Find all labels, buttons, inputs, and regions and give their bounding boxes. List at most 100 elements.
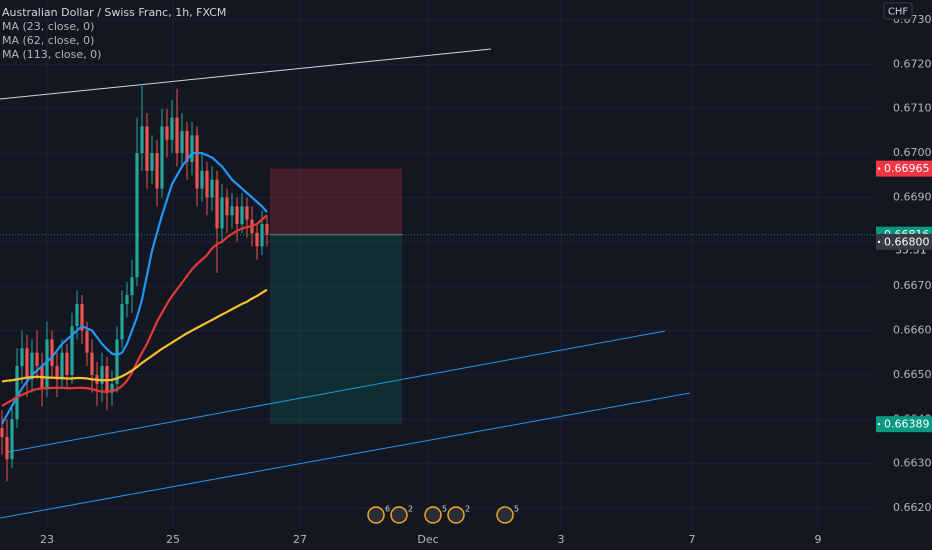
event-icon[interactable] — [496, 506, 514, 524]
x-tick-label: 9 — [815, 533, 822, 546]
candle-body — [20, 348, 24, 367]
candle-body — [155, 153, 159, 189]
candle-body — [25, 348, 29, 380]
candle-body — [160, 126, 164, 189]
event-count[interactable]: 6 — [385, 505, 390, 514]
candle-body — [110, 383, 114, 393]
x-tick-label: 25 — [166, 533, 180, 546]
event-count[interactable]: 5 — [442, 505, 447, 514]
x-tick-label: 7 — [689, 533, 696, 546]
candle-body — [50, 339, 54, 367]
price-label-dot — [877, 167, 881, 170]
currency-box[interactable] — [883, 2, 913, 20]
y-tick-label: 0.66200 — [893, 501, 932, 514]
candle-body — [180, 130, 184, 154]
price-axis — [876, 0, 932, 528]
x-tick-label: 27 — [293, 533, 307, 546]
candle-body — [120, 303, 124, 340]
plot — [0, 84, 876, 482]
candle-body — [115, 339, 119, 384]
legend-entry[interactable]: MA (62, close, 0) — [2, 34, 94, 47]
candle-body — [80, 303, 84, 331]
candle-body — [5, 437, 9, 460]
candle-body — [35, 352, 39, 367]
candle-body — [210, 179, 214, 198]
event-count[interactable]: 5 — [514, 505, 519, 514]
target-zone — [270, 234, 402, 425]
event-icon[interactable] — [447, 506, 465, 524]
drawings — [0, 48, 691, 519]
candle-body — [215, 179, 219, 229]
candle-body — [265, 224, 269, 235]
candle-body — [85, 330, 89, 353]
event-icon[interactable] — [367, 506, 385, 524]
candle-body — [150, 153, 154, 171]
candle-body — [260, 224, 264, 247]
candle-body — [15, 366, 19, 420]
candle-body — [245, 206, 249, 220]
candle-body — [255, 232, 259, 247]
candle-body — [205, 170, 209, 198]
price-label-box — [876, 233, 932, 250]
ma-line — [1, 288, 268, 383]
candle-body — [200, 170, 204, 189]
stop-zone — [270, 168, 402, 235]
price-label-box — [876, 416, 932, 433]
candle-body — [235, 206, 239, 225]
price-label-box — [876, 160, 932, 177]
candle-body — [135, 153, 139, 278]
x-tick-label: 23 — [40, 533, 54, 546]
candle-body — [100, 366, 104, 384]
price-label: 0.66800 — [884, 235, 930, 248]
x-tick-label: Dec — [417, 533, 438, 546]
candle-body — [125, 295, 129, 304]
candle-body — [185, 130, 189, 162]
trend-line — [0, 48, 492, 100]
candle-body — [170, 117, 174, 140]
price-label-dot — [877, 240, 881, 244]
candle-body — [195, 135, 199, 189]
event-icon[interactable] — [424, 506, 442, 524]
price-label: 0.66389 — [884, 418, 930, 431]
event-count[interactable]: 2 — [408, 505, 413, 514]
legend-entry[interactable]: MA (23, close, 0) — [2, 20, 94, 33]
candle-body — [60, 352, 64, 380]
event-icon[interactable] — [390, 506, 408, 524]
candle-body — [240, 206, 244, 225]
currency[interactable]: CHF — [888, 7, 909, 18]
ma-line — [1, 151, 268, 425]
x-tick-label: 3 — [558, 533, 565, 546]
candle-body — [225, 197, 229, 216]
chart-title: Australian Dollar / Swiss Franc, 1h, FXC… — [2, 6, 226, 19]
candle-body — [165, 126, 169, 140]
candle-body — [175, 117, 179, 154]
candle-body — [45, 339, 49, 389]
candle-body — [65, 352, 69, 375]
candle-body — [0, 428, 4, 438]
candle-body — [30, 352, 34, 380]
grid — [0, 0, 876, 528]
trend-line — [7, 330, 666, 453]
candle-body — [230, 206, 234, 216]
candle-body — [90, 352, 94, 375]
candle-body — [75, 303, 79, 327]
candle-body — [10, 419, 14, 460]
legend-entry[interactable]: MA (113, close, 0) — [2, 48, 101, 61]
candle-body — [140, 126, 144, 154]
trend-line — [0, 392, 691, 519]
candle-body — [55, 366, 59, 380]
event-count[interactable]: 2 — [465, 505, 470, 514]
price-label-dot — [877, 422, 881, 426]
price-label: 0.66965 — [884, 162, 930, 175]
